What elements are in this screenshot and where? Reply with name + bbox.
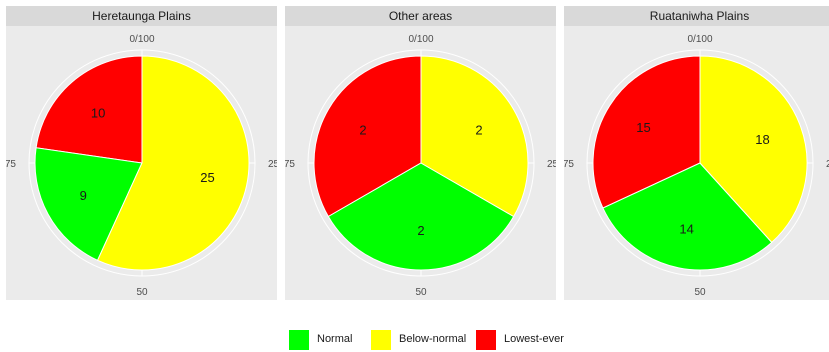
slice-value-label: 25 — [200, 170, 214, 185]
legend-label: Lowest-ever — [504, 333, 564, 345]
facet-ruataniwha-plains: Ruataniwha Plains 18 14 15 0/100 25 50 75 — [564, 6, 829, 300]
theta-tick-label: 0/100 — [687, 34, 712, 45]
facet-heretaunga-plains: Heretaunga Plains 25 9 10 0/100 25 50 75 — [6, 6, 277, 300]
theta-tick-label: 50 — [136, 287, 148, 298]
theta-tick-label: 0/100 — [129, 34, 154, 45]
theta-tick-label: 50 — [415, 287, 427, 298]
theta-tick-label: 75 — [564, 159, 574, 170]
legend-key-normal — [289, 330, 309, 350]
slice-value-label: 2 — [417, 223, 424, 238]
slice-value-label: 2 — [475, 123, 482, 138]
theta-tick-label: 75 — [285, 159, 295, 170]
pie-slice-lowest-ever — [592, 55, 701, 209]
pie-chart-svg: 18 14 15 0/100 25 50 75 — [564, 34, 829, 298]
theta-tick-label: 25 — [547, 159, 556, 170]
theta-tick-label: 0/100 — [408, 34, 433, 45]
slice-value-label: 15 — [636, 120, 650, 135]
facet-title: Ruataniwha Plains — [564, 6, 829, 26]
pie-slice-lowest-ever — [35, 55, 143, 164]
pie-slice-below-normal — [699, 55, 808, 244]
theta-tick-label: 50 — [694, 287, 706, 298]
pie-slice-below-normal — [420, 55, 529, 218]
slice-value-label: 9 — [80, 188, 87, 203]
theta-tick-label: 75 — [6, 159, 16, 170]
pie-chart-svg: 2 2 2 0/100 25 50 75 — [285, 34, 556, 298]
slice-value-label: 14 — [679, 222, 693, 237]
theta-tick-label: 25 — [268, 159, 277, 170]
pie-slice-normal — [327, 162, 515, 271]
legend-label: Normal — [317, 333, 353, 345]
pie-slice-normal — [34, 147, 143, 261]
legend-label: Below-normal — [399, 333, 467, 345]
theta-tick-label: 25 — [826, 159, 829, 170]
pie-panel: 18 14 15 0/100 25 50 75 — [564, 26, 829, 300]
facet-title: Other areas — [285, 6, 556, 26]
slice-value-label: 18 — [755, 132, 769, 147]
facet-other-areas: Other areas 2 2 2 0/100 25 50 75 — [285, 6, 556, 300]
slice-value-label: 10 — [91, 105, 105, 120]
slice-value-label: 2 — [359, 123, 366, 138]
pie-panel: 2 2 2 0/100 25 50 75 — [285, 26, 556, 300]
pie-slice-below-normal — [96, 55, 250, 271]
pie-slice-normal — [602, 162, 773, 271]
pie-chart-svg: 25 9 10 0/100 25 50 75 — [6, 34, 277, 298]
pie-slice-lowest-ever — [313, 55, 422, 218]
legend-key-below-normal — [371, 330, 391, 350]
facet-title: Heretaunga Plains — [6, 6, 277, 26]
legend-key-lowest-ever — [476, 330, 496, 350]
pie-panel: 25 9 10 0/100 25 50 75 — [6, 26, 277, 300]
